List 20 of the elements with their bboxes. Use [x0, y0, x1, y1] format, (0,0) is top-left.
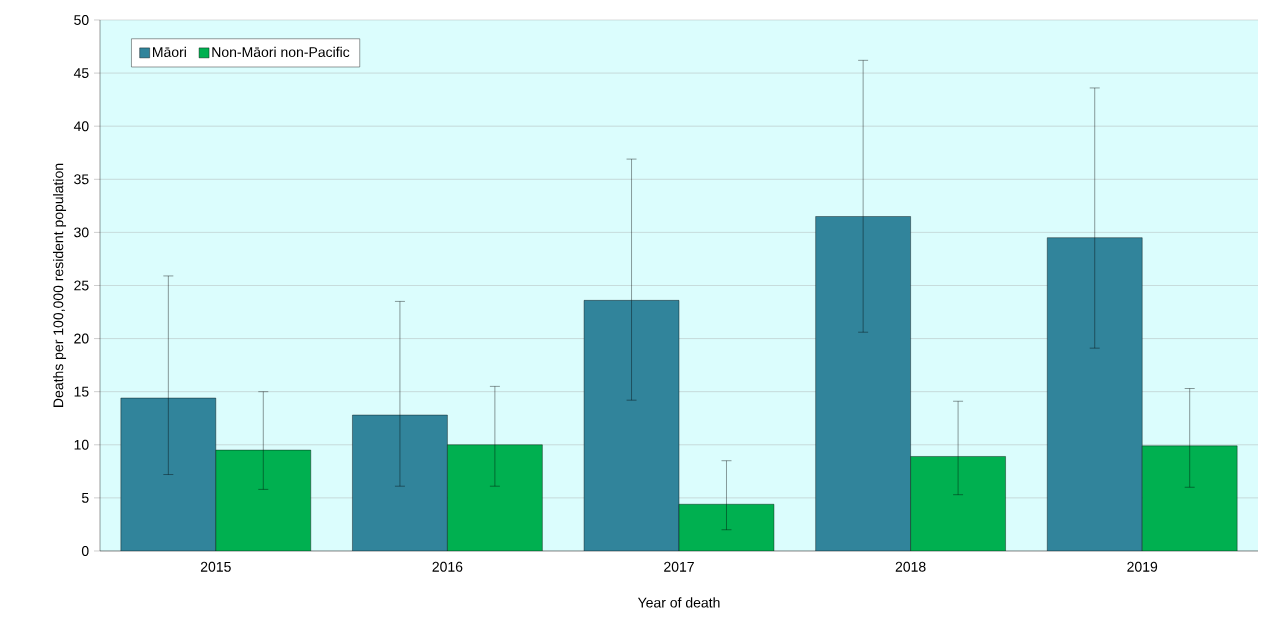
y-tick-label: 15 [74, 386, 89, 397]
x-axis-title: Year of death [637, 597, 720, 608]
x-tick-label: 2018 [895, 561, 926, 572]
y-tick-label: 10 [74, 439, 89, 450]
y-tick-label: 35 [74, 174, 89, 185]
y-tick-label: 0 [81, 546, 89, 556]
y-tick-label: 20 [74, 333, 89, 344]
y-tick-label: 50 [74, 15, 89, 25]
y-tick-label: 40 [73, 121, 89, 132]
x-tick-label: 2019 [1127, 561, 1158, 572]
y-tick-label: 30 [74, 227, 89, 238]
y-tick-label: 25 [74, 280, 89, 291]
legend-label: Māori [153, 46, 186, 58]
x-tick-label: 2016 [432, 561, 463, 572]
y-tick-label: 5 [81, 493, 89, 503]
y-tick-label: 45 [73, 68, 89, 78]
x-tick-label: 2015 [200, 561, 231, 572]
y-axis-title: Deaths per 100,000 resident population [52, 163, 67, 407]
legend-label: Non-Māori non-Pacific [212, 46, 350, 58]
x-tick-label: 2017 [664, 561, 694, 572]
